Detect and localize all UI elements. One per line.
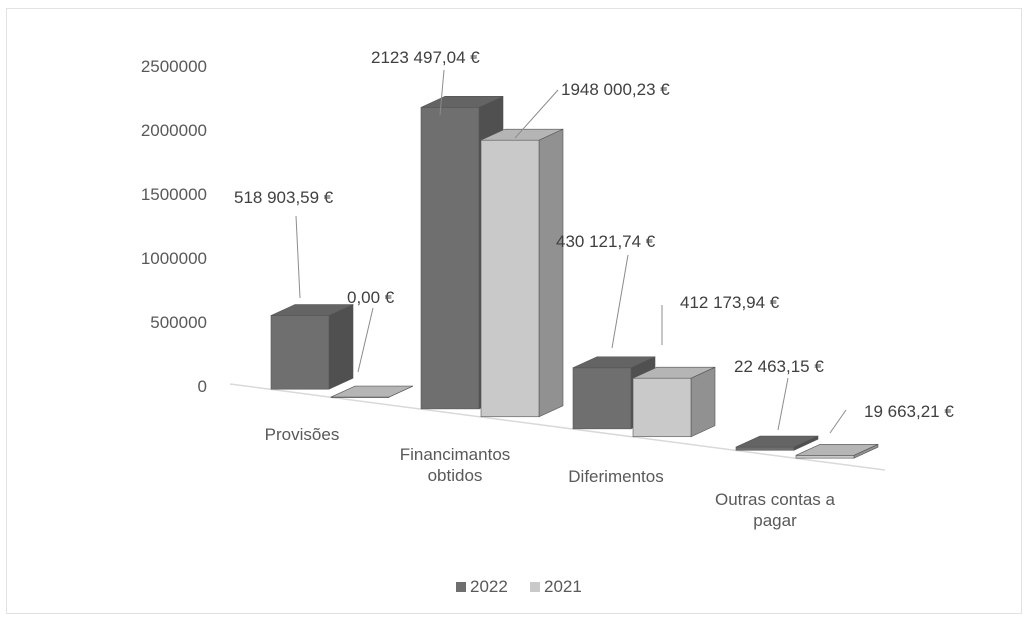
data-label-leader (514, 89, 559, 139)
y-tick-label: 1500000 (141, 185, 207, 204)
bar-top (735, 435, 819, 448)
data-label: 430 121,74 € (556, 232, 656, 251)
bar-front (420, 107, 480, 410)
legend-item-2021: 2021 (530, 577, 582, 596)
bar-front (735, 446, 795, 451)
data-label: 412 173,94 € (680, 293, 780, 312)
data-label-leader (357, 307, 374, 373)
bar-2021-3 (795, 443, 879, 459)
bar-2021-0 (330, 385, 414, 398)
legend-swatch (456, 582, 466, 592)
bar-front (572, 367, 632, 430)
floor-baseline (229, 383, 886, 471)
y-tick-label: 0 (198, 377, 207, 396)
bar-front (795, 455, 855, 459)
category-label: Diferimentos (568, 467, 663, 486)
legend-label: 2022 (470, 577, 508, 596)
category-label: Provisões (265, 425, 340, 444)
data-label: 0,00 € (347, 288, 395, 307)
bar-front (270, 315, 330, 390)
data-label-leader (777, 377, 789, 431)
bar-top (795, 444, 879, 456)
category-label: Outras contas a pagar (715, 490, 836, 530)
bar-top (632, 366, 716, 379)
bar-side (690, 366, 716, 438)
data-label-leader (829, 409, 847, 434)
bar-front (480, 139, 540, 418)
y-tick-label: 2000000 (141, 121, 207, 140)
data-label: 19 663,21 € (864, 402, 954, 421)
data-label-leader (439, 69, 445, 116)
bar-2021-1 (480, 128, 564, 418)
bar-top (572, 356, 656, 369)
legend-item-2022: 2022 (456, 577, 508, 596)
y-tick-label: 500000 (150, 313, 207, 332)
bar-top (330, 385, 414, 398)
y-tick-label: 2500000 (141, 57, 207, 76)
bar-side (328, 304, 354, 390)
y-tick-label: 1000000 (141, 249, 207, 268)
data-label: 518 903,59 € (234, 188, 334, 207)
legend-swatch (530, 582, 540, 592)
category-label: Financimantos obtidos (400, 445, 511, 485)
data-label: 1948 000,23 € (561, 80, 670, 99)
legend-label: 2021 (544, 577, 582, 596)
bar-front (632, 377, 692, 438)
bar-2022-0 (270, 304, 354, 390)
data-label-leader (611, 254, 629, 349)
data-label-leader (295, 215, 301, 299)
data-label: 2123 497,04 € (371, 48, 480, 67)
bar-top (480, 128, 564, 141)
bar-2022-3 (735, 435, 819, 451)
bar-side (538, 128, 564, 418)
bar-top (270, 304, 354, 316)
data-label: 22 463,15 € (734, 357, 824, 376)
bar-2021-2 (632, 366, 716, 438)
